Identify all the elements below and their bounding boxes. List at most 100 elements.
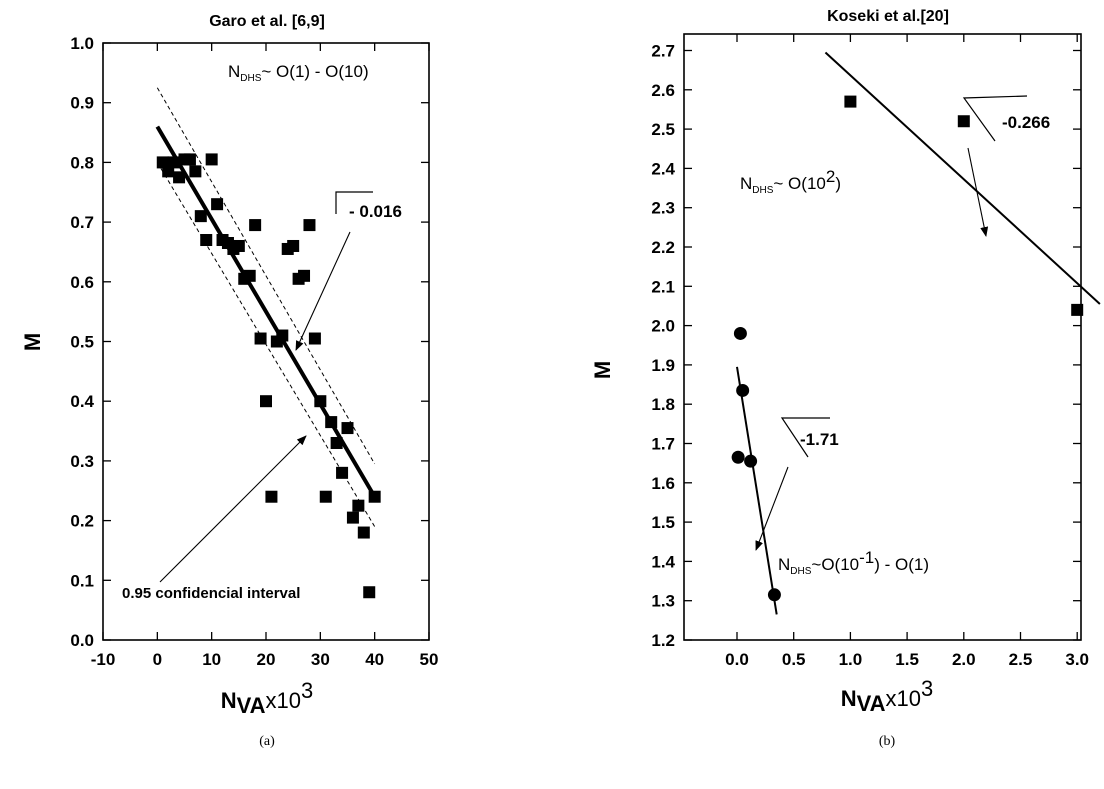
data-point-square	[319, 490, 332, 503]
panel-a-slope-bracket	[335, 191, 373, 214]
y-tick-label: 2.1	[651, 277, 675, 296]
panel-a-points	[156, 153, 381, 599]
y-tick-label: 1.8	[651, 395, 675, 414]
x-tick-label: -10	[91, 650, 116, 669]
panel-b-y-axis-label: M	[590, 361, 615, 379]
data-point-square	[265, 490, 278, 503]
panel-b-fit-line-low	[736, 366, 778, 615]
panel-b-title: Koseki et al.[20]	[827, 8, 949, 25]
x-tick-label: 0.5	[782, 650, 806, 669]
x-tick-label: 2.0	[952, 650, 976, 669]
y-tick-label: 0.3	[70, 452, 94, 471]
data-point-square	[1071, 303, 1084, 316]
data-point-square	[232, 239, 245, 252]
y-tick-label: 1.7	[651, 435, 675, 454]
panel-b-caption: (b)	[879, 734, 896, 749]
data-point-square	[194, 210, 207, 223]
data-point-square	[189, 165, 202, 178]
panel-b-slope-low-bracket	[780, 417, 830, 458]
data-point-square	[303, 219, 316, 232]
panel-a-x-ticks: -10 0 10 20 30 40 50	[91, 43, 439, 669]
panel-a-title: Garo et al. [6,9]	[209, 13, 325, 30]
data-point-square	[346, 511, 359, 524]
data-point-square	[957, 115, 970, 128]
data-point-circle	[731, 450, 745, 464]
panel-b-x-axis-label: NVAx103	[841, 676, 934, 716]
panel-a-regime-label: NDHS~ O(1) - O(10)	[228, 62, 369, 84]
data-point-square	[200, 234, 213, 247]
x-tick-label: 1.5	[895, 650, 919, 669]
panel-a-interval-label: 0.95 confidencial interval	[122, 585, 300, 602]
panel-b-y-ticks: 1.2 1.3 1.4 1.5 1.6 1.7 1.8 1.9 2.0 2.1 2.2 2.3 2.4 2…	[651, 42, 1081, 650]
panel-a-y-ticks: 0.0 0.1 0.2 0.3 0.4 0.5 0.6 0.7 0.8 0.9 1.0	[70, 34, 429, 650]
panel-a-interval-arrow	[159, 435, 307, 583]
data-point-square	[298, 269, 311, 282]
x-tick-label: 3.0	[1065, 650, 1089, 669]
data-point-square	[254, 332, 267, 345]
y-tick-label: 1.3	[651, 592, 675, 611]
y-tick-label: 2.7	[651, 42, 675, 61]
data-point-square	[844, 95, 857, 108]
data-point-square	[357, 526, 370, 539]
data-point-circle	[744, 454, 758, 468]
y-tick-label: 2.6	[651, 81, 675, 100]
y-tick-label: 0.6	[70, 273, 94, 292]
data-point-square	[211, 198, 224, 211]
y-tick-label: 0.2	[70, 512, 94, 531]
data-point-square	[325, 416, 338, 429]
panel-a-confidence-upper	[156, 87, 376, 465]
data-point-square	[330, 436, 343, 449]
x-tick-label: 50	[420, 650, 439, 669]
y-tick-label: 0.4	[70, 392, 94, 411]
panel-b-slope-low-arrow	[755, 466, 789, 551]
data-point-circle	[767, 588, 781, 602]
panel-b-regime-high-label: NDHS~ O(102)	[740, 167, 841, 196]
panel-a-caption: (a)	[259, 734, 275, 749]
data-point-square	[183, 153, 196, 166]
panel-b-slope-high-bracket	[962, 95, 1028, 142]
y-tick-label: 0.1	[70, 571, 94, 590]
x-tick-label: 30	[311, 650, 330, 669]
panel-b-regime-low-label: NDHS~O(10-1) - O(1)	[778, 548, 929, 577]
x-tick-label: 20	[257, 650, 276, 669]
x-tick-label: 40	[365, 650, 384, 669]
data-point-square	[314, 395, 327, 408]
data-point-square	[363, 586, 376, 599]
data-point-square	[249, 219, 262, 232]
y-tick-label: 2.0	[651, 317, 675, 336]
panel-a-fit-line	[155, 125, 377, 498]
panel-b-x-ticks: 0.00.51.01.52.02.53.03.5	[725, 34, 1089, 669]
data-point-circle	[736, 383, 750, 397]
panel-b-points	[731, 95, 1084, 602]
panel-a-slope-label: - 0.016	[349, 202, 402, 221]
y-tick-label: 0.8	[70, 153, 94, 172]
panel-b-slope-high-label: -0.266	[1002, 113, 1050, 132]
data-point-square	[341, 422, 354, 435]
data-point-circle	[733, 326, 747, 340]
data-point-square	[336, 466, 349, 479]
y-tick-label: 1.2	[651, 631, 675, 650]
y-tick-label: 0.0	[70, 631, 94, 650]
data-point-square	[167, 156, 180, 169]
y-tick-label: 1.4	[651, 552, 675, 571]
panel-b-frame	[683, 33, 1082, 641]
y-tick-label: 1.0	[70, 34, 94, 53]
y-tick-label: 1.9	[651, 356, 675, 375]
x-tick-label: 0.0	[725, 650, 749, 669]
panel-b-slope-low-label: -1.71	[800, 430, 839, 449]
y-tick-label: 1.6	[651, 474, 675, 493]
x-tick-label: 1.0	[839, 650, 863, 669]
y-tick-label: 0.9	[70, 94, 94, 113]
y-tick-label: 2.3	[651, 199, 675, 218]
data-point-square	[368, 490, 381, 503]
data-point-square	[243, 269, 256, 282]
data-point-square	[205, 153, 218, 166]
panel-b-slope-high-arrow	[967, 147, 989, 237]
data-point-square	[352, 499, 365, 512]
data-point-square	[308, 332, 321, 345]
panel-a-y-axis-label: M	[20, 333, 45, 351]
y-tick-label: 1.5	[651, 513, 675, 532]
panel-b: Koseki et al.[20] 1.2 1.3 1.4 1.5 1.6 1.7 1.8 1…	[590, 8, 1101, 749]
panel-b-fit-line-high	[824, 51, 1101, 305]
